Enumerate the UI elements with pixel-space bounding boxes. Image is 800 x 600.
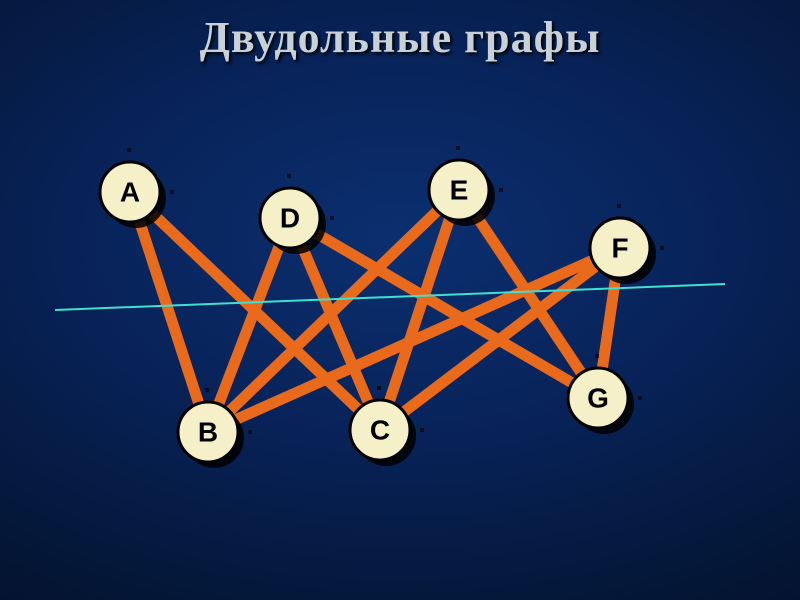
- node-E: E: [429, 160, 489, 220]
- node-label-D: D: [280, 203, 300, 234]
- node-label-B: B: [198, 417, 218, 448]
- node-label-E: E: [450, 175, 469, 206]
- slide: Двудольные графы ADEFBCG: [0, 0, 800, 600]
- node-label-C: C: [370, 415, 390, 446]
- node-F: F: [590, 218, 650, 278]
- node-D: D: [260, 188, 320, 248]
- node-label-F: F: [611, 233, 628, 264]
- node-C: C: [350, 400, 410, 460]
- node-A: A: [100, 162, 160, 222]
- nodes: A D E F B C G: [100, 160, 650, 462]
- node-label-A: A: [120, 177, 140, 208]
- node-B: B: [178, 402, 238, 462]
- edges: [130, 190, 620, 432]
- node-G: G: [568, 368, 628, 428]
- node-label-G: G: [587, 383, 609, 414]
- bipartite-graph: A D E F B C G: [0, 0, 800, 600]
